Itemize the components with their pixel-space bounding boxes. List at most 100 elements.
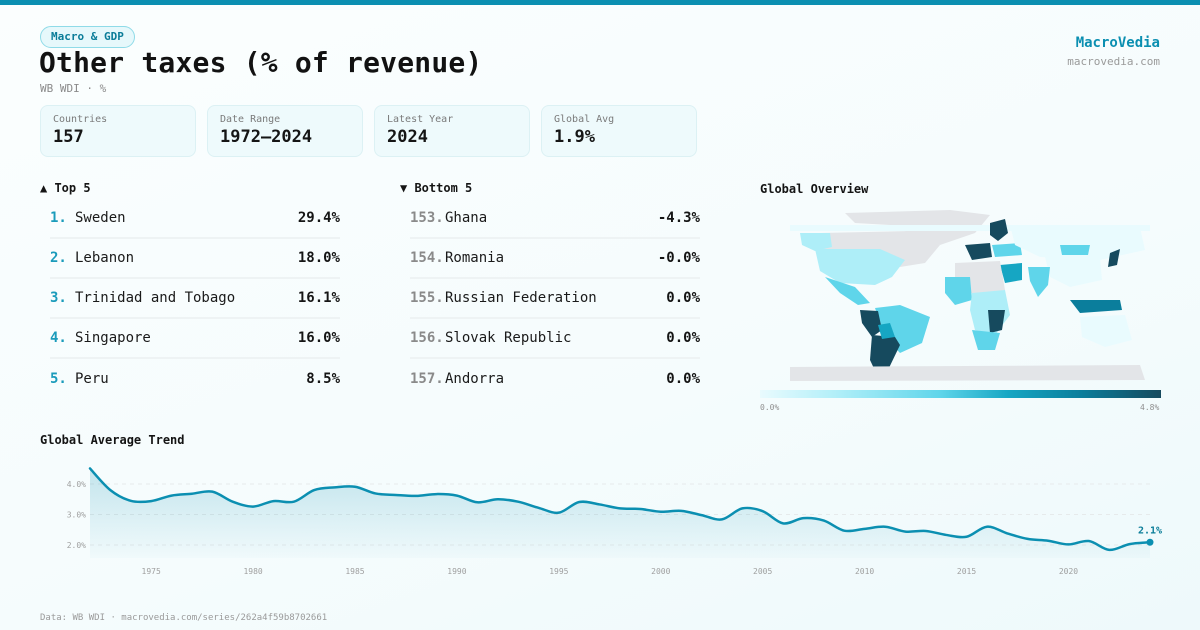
trend-point-1979 xyxy=(231,500,235,504)
x-tick-label: 2015 xyxy=(957,567,976,576)
trend-point-1990 xyxy=(455,494,459,498)
trend-point-1991 xyxy=(475,500,479,504)
stat-label: Global Avg xyxy=(554,114,615,125)
trend-point-1993 xyxy=(516,500,520,504)
brand-url[interactable]: macrovedia.com xyxy=(1067,55,1160,68)
stat-card-date-range: Date Range 1972–2024 xyxy=(207,105,363,157)
country-value: 16.1% xyxy=(297,290,340,306)
map-region-western-europe xyxy=(965,243,992,260)
map-region-russia-strip xyxy=(790,225,1150,231)
trend-point-1974 xyxy=(129,499,133,503)
top-accent-bar xyxy=(0,0,1200,5)
stat-card-countries: Countries 157 xyxy=(40,105,196,157)
trend-point-2017 xyxy=(1005,531,1009,535)
trend-point-2010 xyxy=(863,527,867,531)
x-tick-label: 2000 xyxy=(651,567,670,576)
trend-point-1994 xyxy=(536,506,540,510)
legend-min-label: 0.0% xyxy=(760,403,780,412)
list-item[interactable]: 5. Peru 8.5% xyxy=(50,359,340,399)
world-map[interactable] xyxy=(760,205,1160,383)
list-item[interactable]: 3. Trinidad and Tobago 16.1% xyxy=(50,279,340,319)
page-title: Other taxes (% of revenue) xyxy=(39,46,483,79)
trend-point-1972 xyxy=(88,466,92,470)
list-item[interactable]: 4. Singapore 16.0% xyxy=(50,319,340,359)
trend-point-1999 xyxy=(638,507,642,511)
country-value: 29.4% xyxy=(297,210,340,226)
map-region-usa xyxy=(815,249,905,285)
stats-row: Countries 157 Date Range 1972–2024 Lates… xyxy=(40,105,697,157)
trend-point-2002 xyxy=(700,513,704,517)
map-region-japan xyxy=(1108,249,1120,267)
trend-point-1989 xyxy=(435,492,439,496)
category-badge[interactable]: Macro & GDP xyxy=(40,26,135,48)
trend-point-2011 xyxy=(883,525,887,529)
trend-point-2021 xyxy=(1087,539,1091,543)
trend-point-1982 xyxy=(292,500,296,504)
map-legend-gradient xyxy=(760,390,1161,398)
trend-point-1985 xyxy=(353,485,357,489)
top5-heading: ▲ Top 5 xyxy=(40,181,91,195)
y-tick-label: 4.0% xyxy=(67,480,86,489)
x-tick-label: 1990 xyxy=(447,567,466,576)
list-item[interactable]: 153. Ghana -4.3% xyxy=(410,199,700,239)
country-name: Ghana xyxy=(445,210,488,226)
map-region-southern-africa xyxy=(988,310,1005,333)
map-title: Global Overview xyxy=(760,182,869,196)
trend-end-point xyxy=(1146,538,1154,546)
bottom5-heading: ▼ Bottom 5 xyxy=(400,181,473,195)
list-item[interactable]: 1. Sweden 29.4% xyxy=(50,199,340,239)
map-region-south-africa xyxy=(972,330,1000,350)
trend-point-1975 xyxy=(149,499,153,503)
trend-point-2008 xyxy=(822,519,826,523)
x-tick-label: 2005 xyxy=(753,567,772,576)
rank: 4. xyxy=(50,330,67,346)
rank: 156. xyxy=(410,330,444,346)
country-name: Trinidad and Tobago xyxy=(75,290,236,306)
rank: 155. xyxy=(410,290,444,306)
bottom5-list: ▼ Bottom 5 153. Ghana -4.3% 154. Romania… xyxy=(400,181,700,399)
rank: 2. xyxy=(50,250,67,266)
country-name: Romania xyxy=(445,250,505,266)
map-region-alaska xyxy=(800,233,832,251)
trend-point-1978 xyxy=(210,490,214,494)
country-value: 8.5% xyxy=(306,371,340,387)
trend-point-2000 xyxy=(659,510,663,514)
trend-point-2001 xyxy=(679,509,683,513)
stat-value: 1972–2024 xyxy=(220,127,313,147)
rank: 153. xyxy=(410,210,444,226)
x-tick-label: 1975 xyxy=(142,567,161,576)
list-item[interactable]: 157. Andorra 0.0% xyxy=(410,359,700,399)
trend-point-1997 xyxy=(598,502,602,506)
country-name: Russian Federation xyxy=(445,290,597,306)
trend-point-2004 xyxy=(740,506,744,510)
legend-max-label: 4.8% xyxy=(1140,403,1160,412)
stat-value: 2024 xyxy=(387,127,428,147)
trend-point-2020 xyxy=(1066,542,1070,546)
trend-title: Global Average Trend xyxy=(40,433,185,447)
trend-point-2013 xyxy=(924,529,928,533)
trend-point-1984 xyxy=(333,485,337,489)
trend-point-1988 xyxy=(414,494,418,498)
list-item[interactable]: 2. Lebanon 18.0% xyxy=(50,239,340,279)
y-tick-label: 2.0% xyxy=(67,541,86,550)
rank: 5. xyxy=(50,371,67,387)
x-tick-label: 2020 xyxy=(1059,567,1078,576)
list-item[interactable]: 156. Slovak Republic 0.0% xyxy=(410,319,700,359)
map-region-indonesia xyxy=(1070,300,1122,313)
rank: 157. xyxy=(410,371,444,387)
trend-point-1973 xyxy=(108,488,112,492)
rank: 154. xyxy=(410,250,444,266)
trend-line xyxy=(88,467,1152,552)
trend-point-2023 xyxy=(1128,542,1132,546)
list-item[interactable]: 154. Romania -0.0% xyxy=(410,239,700,279)
x-tick-label: 2010 xyxy=(855,567,874,576)
brand-name[interactable]: MacroVedia xyxy=(1075,35,1160,51)
stat-card-global-avg: Global Avg 1.9% xyxy=(541,105,697,157)
trend-point-1980 xyxy=(251,505,255,509)
map-region-eastern-europe xyxy=(992,243,1022,257)
list-item[interactable]: 155. Russian Federation 0.0% xyxy=(410,279,700,319)
map-region-scandinavia xyxy=(990,219,1008,241)
x-tick-label: 1995 xyxy=(549,567,568,576)
trend-point-1995 xyxy=(557,511,561,515)
rank: 3. xyxy=(50,290,67,306)
